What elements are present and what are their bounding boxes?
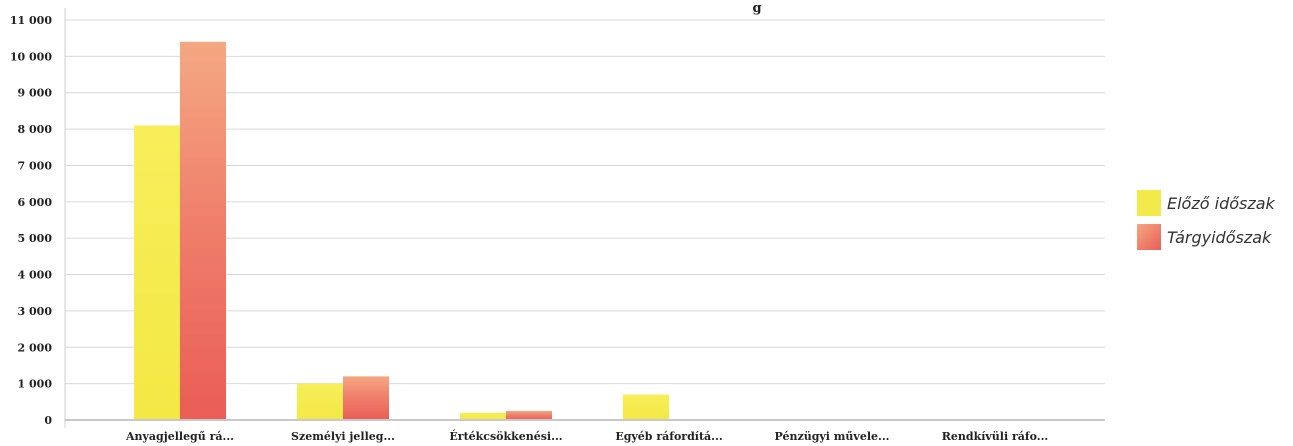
bar-previous [297, 383, 343, 420]
legend-item-current: Tárgyidőszak [1137, 220, 1275, 254]
y-tick-label: 10 000 [10, 50, 52, 63]
legend-label-current: Tárgyidőszak [1167, 227, 1272, 247]
bar-current [506, 410, 552, 420]
y-axis-ticks: 0 1 000 2 000 3 000 4 000 5 000 6 000 7 000 8 00… [10, 14, 52, 427]
bar-current [180, 41, 226, 421]
y-tick-label: 2 000 [18, 341, 53, 354]
y-tick-label: 6 000 [18, 196, 53, 209]
legend-item-previous: Előző időszak [1137, 186, 1275, 220]
y-tick-label: 4 000 [18, 269, 53, 282]
y-tick-label: 11 000 [10, 14, 52, 27]
y-tick-label: 5 000 [18, 232, 53, 245]
chart-title: g [752, 1, 761, 16]
x-tick-label: Értékcsökkenési... [449, 429, 562, 443]
bar-previous [623, 394, 669, 420]
x-tick-label: Anyagjellegű rá... [125, 430, 234, 443]
legend-label-previous: Előző időszak [1167, 193, 1275, 213]
y-tick-label: 3 000 [18, 305, 53, 318]
y-tick-label: 8 000 [18, 123, 53, 136]
x-tick-label: Személyi jelleg... [291, 430, 395, 443]
legend-swatch-current [1137, 224, 1161, 250]
y-tick-label: 9 000 [18, 87, 53, 100]
x-tick-label: Rendkívüli ráfo... [942, 430, 1049, 443]
bars [134, 41, 669, 421]
y-tick-label: 0 [44, 414, 52, 427]
gridlines [65, 19, 1105, 385]
bar-previous [134, 125, 180, 421]
x-tick-label: Egyéb ráfordítá... [615, 430, 722, 443]
x-tick-label: Pénzügyi művele... [774, 430, 889, 443]
bar-previous [460, 412, 506, 420]
y-tick-label: 7 000 [18, 159, 53, 172]
legend: Előző időszak Tárgyidőszak [1137, 186, 1275, 254]
y-tick-label: 1 000 [18, 378, 53, 391]
bar-current [343, 376, 389, 420]
legend-swatch-previous [1137, 190, 1161, 216]
x-axis-ticks: Anyagjellegű rá... Személyi jelleg... Érté… [125, 429, 1048, 443]
